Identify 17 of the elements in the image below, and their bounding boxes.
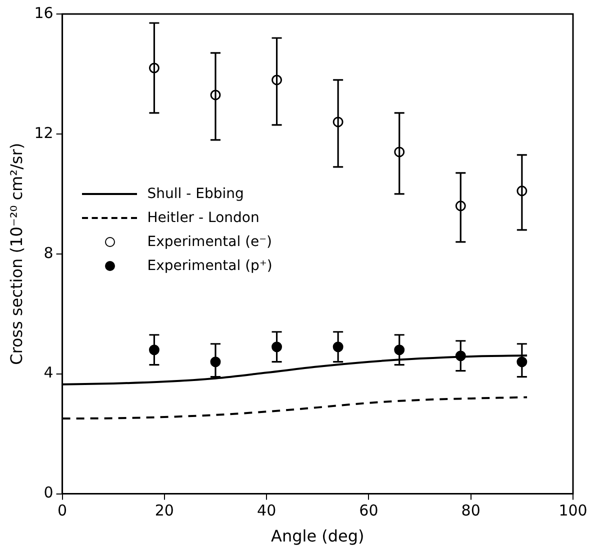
x-tick-label: 80 [461, 502, 480, 520]
y-tick-label: 12 [34, 124, 54, 142]
legend-label: Heitler - London [147, 208, 260, 228]
x-tick-label: 60 [359, 502, 378, 520]
x-axis-title: Angle (deg) [271, 526, 364, 546]
legend-label: Experimental (p⁺) [147, 256, 272, 276]
x-tick-label: 0 [58, 502, 68, 520]
y-tick-label: 8 [44, 244, 54, 262]
y-tick-label: 4 [44, 364, 54, 382]
y-tick-label: 0 [44, 484, 54, 502]
legend-label: Shull - Ebbing [147, 184, 244, 204]
x-tick-label: 100 [558, 502, 588, 520]
x-tick-label: 20 [154, 502, 174, 520]
y-axis-title: Cross section (10⁻²⁰ cm²/sr) [6, 142, 26, 365]
x-tick-label: 40 [257, 502, 276, 520]
legend-label: Experimental (e⁻) [147, 232, 272, 252]
y-tick-label: 16 [34, 4, 54, 22]
